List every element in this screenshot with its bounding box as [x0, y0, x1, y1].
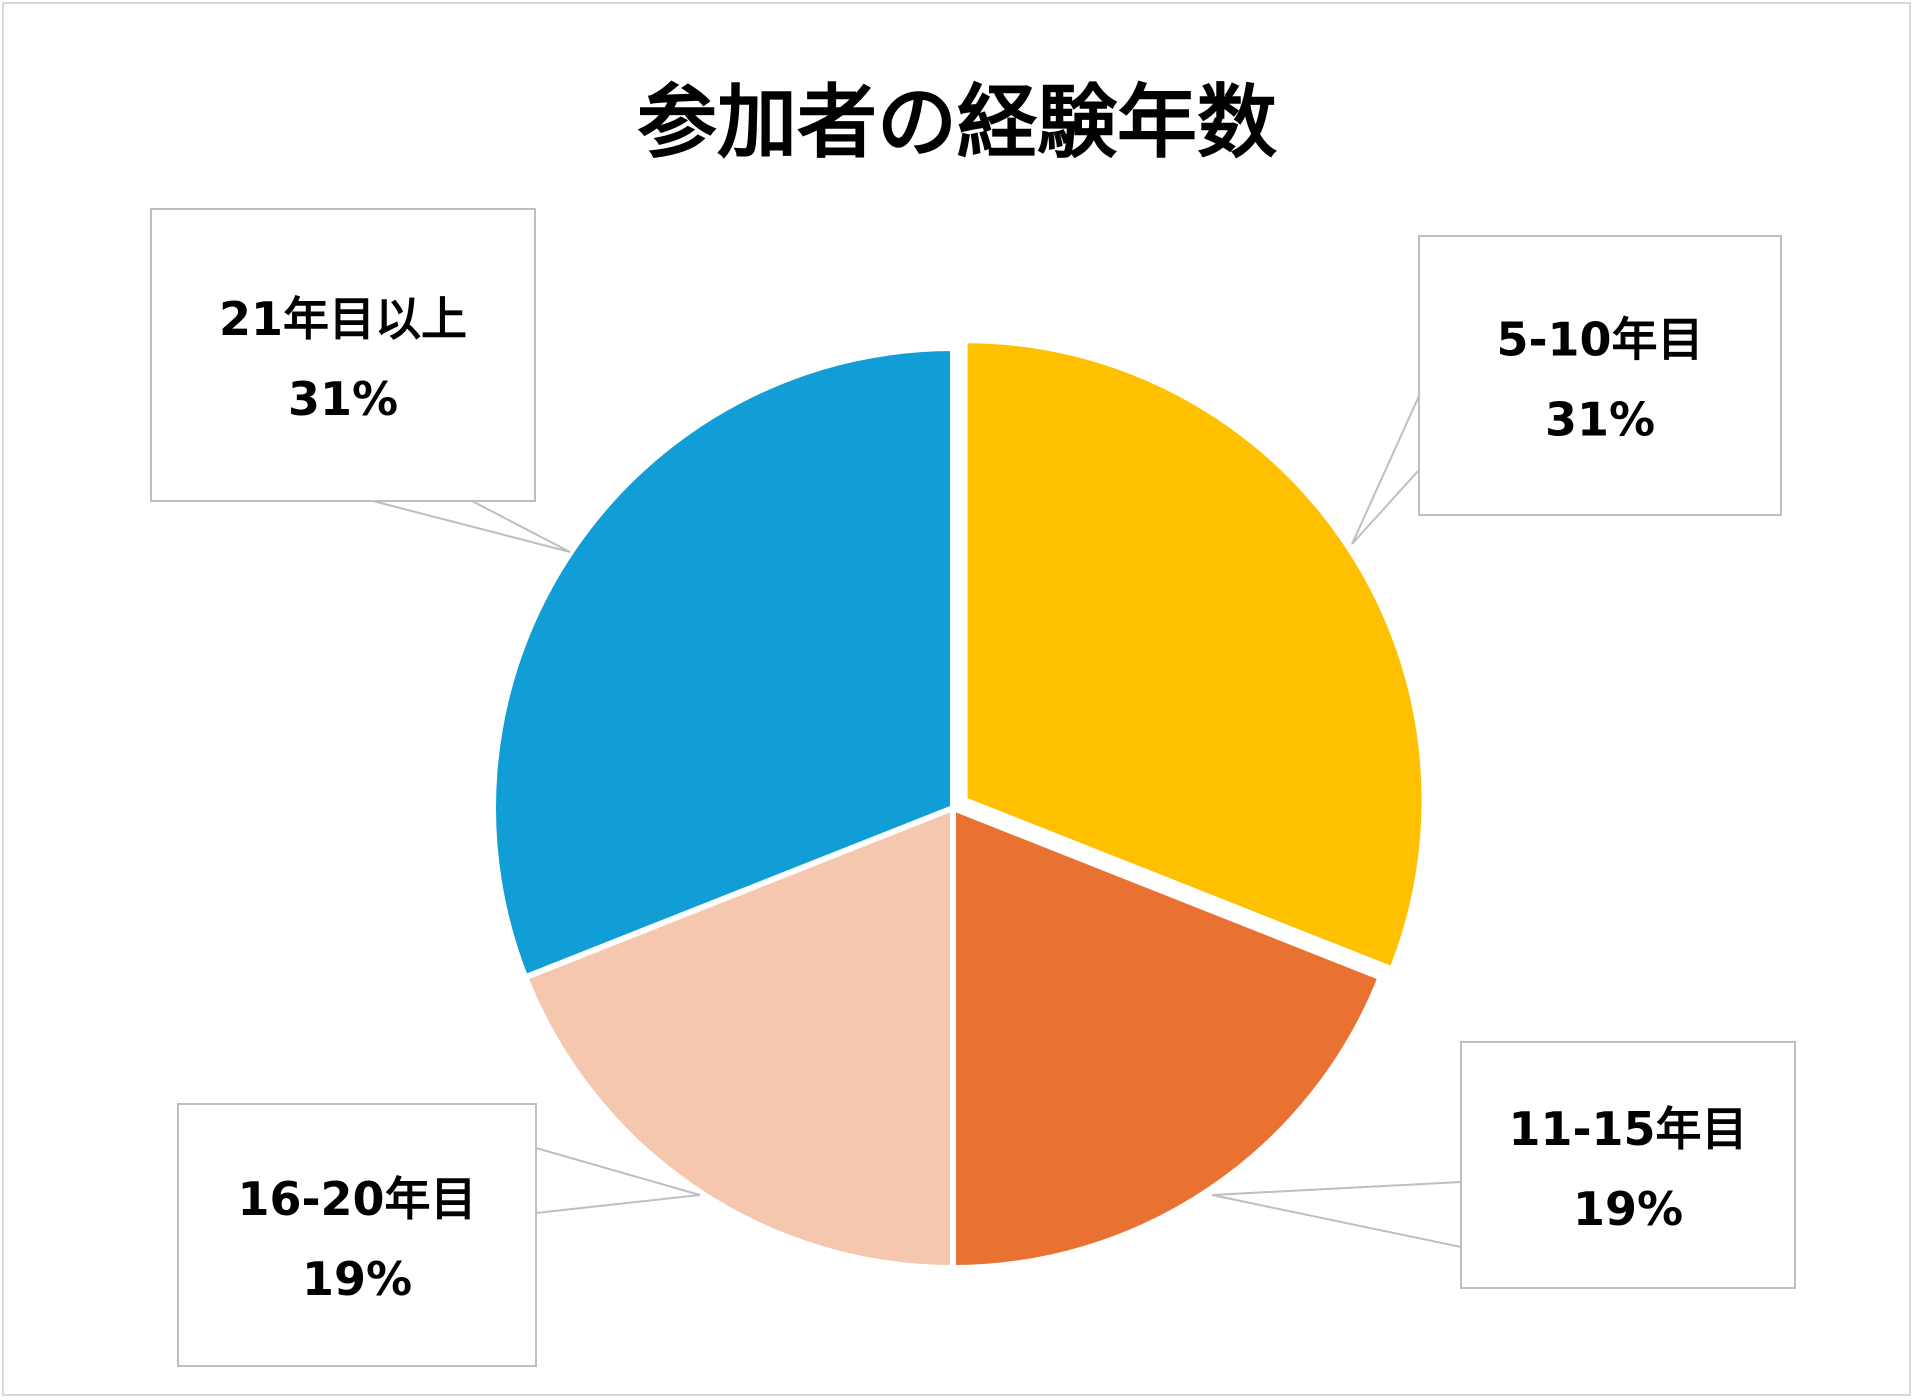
slice-percent-label-1: 31% — [1545, 393, 1655, 447]
chart-title: 参加者の経験年数 — [637, 76, 1277, 169]
callout-leader-4 — [372, 500, 571, 553]
callout-leader-2 — [1211, 1181, 1462, 1248]
callout-box-4 — [150, 208, 536, 502]
slice-category-label-4: 21年目以上 — [219, 292, 467, 346]
slice-percent-label-2: 19% — [1573, 1182, 1683, 1236]
callout-box-2 — [1460, 1041, 1796, 1289]
slice-category-label-3: 16-20年目 — [237, 1172, 476, 1226]
pie-slice-2 — [950, 805, 1384, 1271]
pie-slice-3 — [522, 805, 956, 1271]
slice-category-label-2: 11-15年目 — [1508, 1102, 1747, 1156]
callout-leader-3 — [535, 1147, 701, 1214]
pie-slice-4 — [490, 345, 956, 981]
callout-box-1 — [1418, 235, 1782, 516]
callout-labels: 5-10年目 31% 11-15年目 19% 16-20年目 19% 21年目以上 31% — [150, 208, 1796, 1367]
callout-leaders — [372, 395, 1462, 1248]
slice-category-label-1: 5-10年目 — [1496, 313, 1703, 367]
slice-percent-label-3: 19% — [302, 1252, 412, 1306]
pie-slices — [490, 337, 1428, 1271]
callout-box-3 — [177, 1103, 537, 1367]
pie-slice-1 — [961, 337, 1428, 973]
slice-percent-label-4: 31% — [288, 372, 398, 426]
callout-leader-1 — [1351, 395, 1420, 545]
